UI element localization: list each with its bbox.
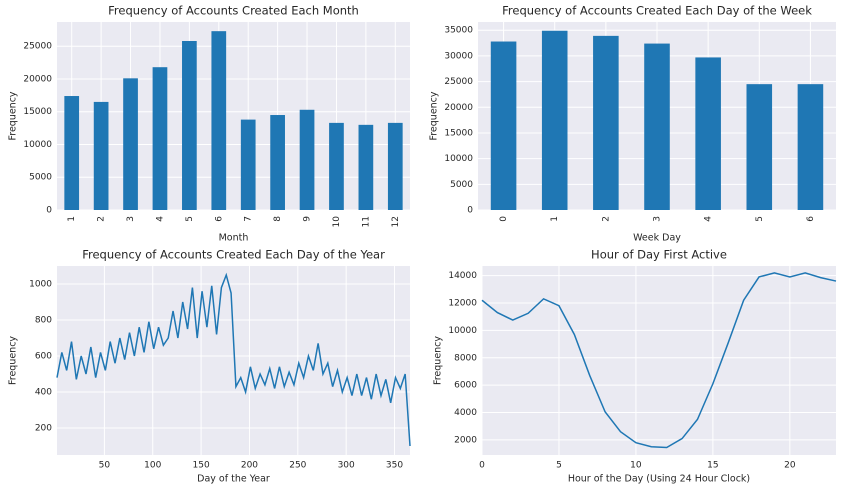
x-tick-label: 11 — [361, 216, 371, 227]
y-axis-label: Frequency — [8, 336, 19, 385]
x-tick-label: 0 — [479, 461, 485, 471]
x-tick-label: 6 — [806, 216, 816, 222]
x-tick-label: 10 — [630, 461, 642, 471]
bar — [490, 41, 517, 210]
x-tick-label: 4 — [704, 216, 714, 222]
chart-title: Frequency of Accounts Created Each Month — [108, 4, 359, 18]
bar — [746, 84, 773, 210]
x-tick-label: 12 — [391, 216, 401, 227]
y-tick-label: 1000 — [29, 280, 52, 290]
x-tick-label: 9 — [303, 216, 313, 222]
bar — [644, 43, 670, 211]
bar — [797, 84, 824, 210]
bar — [182, 40, 197, 210]
x-tick-label: 7 — [244, 216, 254, 222]
y-axis-label: Frequency — [433, 336, 444, 385]
bar — [240, 119, 256, 210]
bar — [211, 31, 227, 211]
x-tick-label: 0 — [499, 216, 509, 222]
x-tick-label: 3 — [126, 216, 136, 222]
x-tick-label: 3 — [653, 216, 663, 222]
y-tick-label: 35000 — [444, 26, 473, 36]
x-tick-label: 250 — [289, 461, 306, 471]
y-tick-label: 15000 — [444, 128, 473, 138]
bar — [695, 57, 721, 210]
x-tick-label: 15 — [707, 461, 718, 471]
x-tick-label: 4 — [155, 216, 165, 222]
line — [56, 272, 411, 447]
chart-title: Frequency of Accounts Created Each Day o… — [502, 4, 812, 18]
x-tick-label: 100 — [144, 461, 161, 471]
y-tick-label: 4000 — [454, 408, 477, 418]
y-axis-label: Frequency — [429, 91, 440, 140]
x-tick-label: 1 — [67, 216, 77, 222]
x-tick-label: 5 — [755, 216, 765, 222]
x-tick-label: 200 — [241, 461, 258, 471]
bar — [299, 109, 315, 210]
bar — [387, 122, 403, 210]
y-tick-label: 8000 — [454, 353, 477, 363]
y-tick-label: 0 — [467, 206, 473, 216]
bar — [329, 122, 344, 210]
y-tick-label: 2000 — [454, 435, 477, 445]
x-tick-label: 300 — [338, 461, 355, 471]
bar — [152, 67, 168, 210]
x-tick-label: 6 — [214, 216, 224, 222]
y-tick-label: 20000 — [23, 74, 52, 84]
y-tick-label: 25000 — [444, 77, 473, 87]
x-tick-label: 150 — [193, 461, 210, 471]
y-tick-label: 0 — [46, 206, 52, 216]
bar — [358, 124, 374, 210]
y-tick-label: 25000 — [23, 42, 52, 52]
y-tick-label: 600 — [35, 352, 52, 362]
y-tick-label: 30000 — [444, 51, 473, 61]
x-tick-label: 20 — [784, 461, 796, 471]
y-tick-label: 15000 — [23, 107, 52, 117]
y-tick-label: 5000 — [450, 180, 473, 190]
x-axis-label: Month — [219, 233, 249, 244]
y-tick-label: 10000 — [444, 154, 473, 164]
y-axis-label: Frequency — [8, 91, 19, 140]
x-tick-label: 8 — [273, 216, 283, 222]
x-axis-label: Week Day — [633, 233, 681, 244]
y-tick-label: 6000 — [454, 381, 477, 391]
y-tick-label: 800 — [35, 316, 52, 326]
plot-area — [57, 22, 410, 210]
plot-area — [57, 266, 410, 455]
bar — [593, 35, 619, 210]
y-tick-label: 200 — [35, 424, 52, 434]
x-tick-label: 10 — [332, 216, 342, 228]
y-tick-label: 400 — [35, 388, 52, 398]
y-tick-label: 12000 — [448, 298, 477, 308]
bar — [270, 115, 285, 210]
plot-area — [482, 266, 836, 455]
x-axis-label: Hour of the Day (Using 24 Hour Clock) — [568, 474, 750, 485]
y-tick-label: 20000 — [444, 103, 473, 113]
x-tick-label: 5 — [556, 461, 562, 471]
chart-title: Frequency of Accounts Created Each Day o… — [82, 248, 385, 262]
bar — [123, 78, 138, 210]
chart-title: Hour of Day First Active — [591, 248, 727, 262]
y-tick-label: 10000 — [448, 326, 477, 336]
y-tick-label: 14000 — [448, 271, 477, 281]
x-tick-label: 2 — [97, 216, 107, 222]
bar — [93, 101, 109, 210]
x-tick-label: 350 — [386, 461, 403, 471]
bar — [541, 30, 568, 211]
line — [481, 272, 837, 449]
x-tick-label: 2 — [601, 216, 611, 222]
x-tick-label: 50 — [99, 461, 111, 471]
y-tick-label: 10000 — [23, 140, 52, 150]
x-axis-label: Day of the Year — [197, 474, 270, 485]
y-tick-label: 5000 — [29, 173, 52, 183]
x-tick-label: 5 — [185, 216, 195, 222]
bar — [64, 96, 80, 210]
x-tick-label: 1 — [550, 216, 560, 222]
